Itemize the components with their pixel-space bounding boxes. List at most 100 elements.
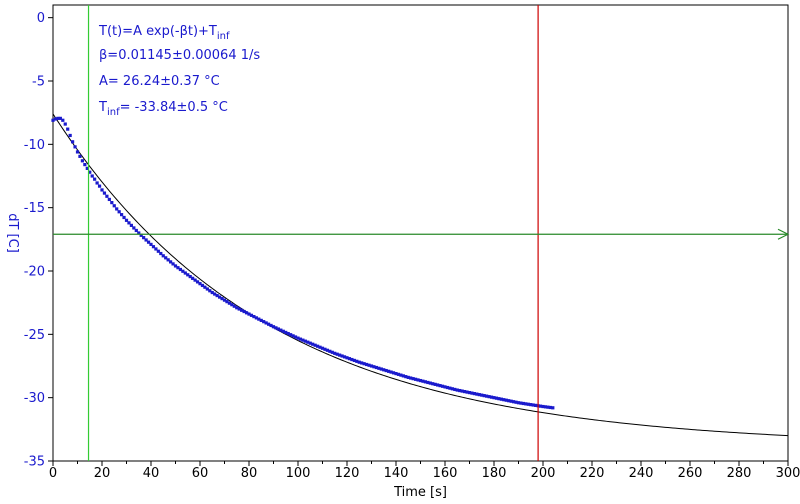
data-point bbox=[232, 304, 236, 308]
data-point bbox=[467, 391, 472, 395]
data-point bbox=[389, 370, 393, 374]
data-point bbox=[342, 355, 347, 359]
data-point bbox=[259, 318, 263, 322]
y-tick-label: 0 bbox=[37, 11, 45, 26]
data-point bbox=[499, 397, 503, 401]
data-point bbox=[262, 320, 266, 324]
data-point bbox=[477, 393, 481, 397]
data-point bbox=[470, 391, 474, 395]
data-point bbox=[51, 118, 55, 122]
data-point bbox=[519, 401, 523, 405]
x-tick-label: 200 bbox=[531, 466, 556, 481]
data-point bbox=[289, 333, 293, 337]
data-point bbox=[269, 323, 273, 328]
data-point bbox=[149, 242, 153, 246]
x-tick-label: 100 bbox=[286, 466, 311, 481]
data-point bbox=[166, 258, 170, 262]
data-point bbox=[551, 406, 555, 410]
data-point bbox=[129, 223, 133, 227]
data-point bbox=[418, 378, 423, 383]
data-point bbox=[178, 267, 182, 272]
data-point bbox=[78, 154, 82, 158]
data-point bbox=[333, 351, 337, 355]
data-point bbox=[311, 342, 315, 346]
data-point bbox=[173, 264, 178, 268]
data-point bbox=[436, 383, 440, 387]
data-point bbox=[93, 177, 97, 181]
data-point bbox=[524, 402, 528, 406]
y-axis-ticks: 0 -5 -10 -15 -20 -25 -30 -35 bbox=[24, 11, 53, 470]
data-point bbox=[404, 375, 408, 379]
data-point bbox=[350, 357, 354, 362]
data-point bbox=[195, 280, 200, 284]
data-point bbox=[526, 402, 530, 406]
x-tick-label: 300 bbox=[776, 466, 800, 481]
data-point bbox=[151, 245, 156, 249]
data-point bbox=[124, 218, 129, 222]
data-point bbox=[284, 330, 288, 335]
data-point bbox=[377, 366, 381, 370]
data-point bbox=[75, 150, 80, 154]
data-point bbox=[480, 393, 484, 397]
data-point bbox=[365, 362, 369, 367]
data-point bbox=[543, 405, 548, 409]
data-point bbox=[80, 159, 84, 163]
data-point bbox=[298, 337, 303, 341]
data-point bbox=[286, 331, 290, 336]
data-point bbox=[66, 127, 70, 131]
data-point bbox=[97, 184, 102, 188]
data-point bbox=[186, 273, 190, 277]
data-point bbox=[227, 301, 231, 305]
data-point bbox=[492, 396, 496, 400]
data-point bbox=[357, 360, 361, 364]
data-point bbox=[249, 313, 254, 317]
arrow-head-icon bbox=[777, 228, 790, 240]
x-tick-label: 160 bbox=[433, 466, 458, 481]
data-point bbox=[171, 262, 175, 266]
data-point bbox=[372, 365, 376, 369]
data-point bbox=[117, 210, 121, 214]
data-point bbox=[191, 276, 195, 280]
data-points bbox=[51, 116, 555, 410]
data-point bbox=[237, 307, 241, 311]
data-point bbox=[142, 236, 146, 240]
data-point bbox=[112, 204, 116, 208]
x-tick-label: 280 bbox=[727, 466, 752, 481]
y-tick-label: -30 bbox=[24, 391, 45, 406]
data-point bbox=[445, 385, 450, 390]
data-point bbox=[218, 295, 222, 299]
data-point bbox=[340, 354, 344, 358]
data-point bbox=[328, 349, 332, 353]
y-tick-label: -20 bbox=[24, 265, 45, 280]
fit-curve bbox=[52, 113, 789, 437]
data-point bbox=[399, 373, 403, 377]
fit-annotation: T(t)=A exp(-βt)+Tinf β=0.01145±0.00064 1/… bbox=[98, 24, 260, 118]
data-point bbox=[132, 226, 136, 230]
data-point bbox=[144, 238, 148, 242]
data-point bbox=[110, 201, 114, 205]
fit-curve-group bbox=[52, 113, 789, 437]
data-point bbox=[391, 371, 396, 375]
data-point bbox=[440, 384, 445, 388]
data-point bbox=[323, 347, 327, 351]
data-point bbox=[205, 287, 209, 291]
data-point bbox=[213, 292, 217, 296]
y-tick-label: -15 bbox=[24, 201, 45, 216]
data-point bbox=[222, 298, 227, 302]
data-point bbox=[330, 350, 334, 354]
data-point bbox=[455, 388, 459, 392]
data-point bbox=[88, 170, 92, 174]
plot-area: 0 20 40 60 80 100 120 140 160 180 200 220 240 260 280 3… bbox=[24, 4, 800, 481]
data-point bbox=[169, 260, 173, 264]
data-point bbox=[352, 358, 356, 363]
data-point bbox=[362, 362, 366, 366]
data-point bbox=[156, 249, 160, 253]
data-point bbox=[482, 394, 486, 398]
data-point bbox=[494, 396, 499, 400]
data-point bbox=[438, 384, 442, 388]
data-point bbox=[355, 359, 359, 363]
data-point bbox=[514, 400, 518, 404]
data-point bbox=[521, 401, 525, 406]
data-point bbox=[244, 311, 249, 315]
data-point bbox=[240, 308, 244, 312]
